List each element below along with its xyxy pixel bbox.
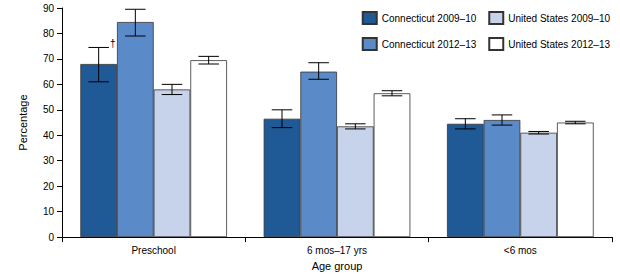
svg-text:Connecticut 2012–13: Connecticut 2012–13 — [382, 39, 477, 50]
svg-text:50: 50 — [43, 104, 55, 115]
svg-text:<6 mos: <6 mos — [504, 245, 537, 256]
svg-text:70: 70 — [43, 53, 55, 64]
svg-text:90: 90 — [43, 3, 55, 14]
svg-text:20: 20 — [43, 181, 55, 192]
svg-text:30: 30 — [43, 155, 55, 166]
svg-text:Preschool: Preschool — [131, 245, 175, 256]
svg-text:United States 2009–10: United States 2009–10 — [508, 13, 610, 24]
svg-text:80: 80 — [43, 28, 55, 39]
svg-text:6 mos–17 yrs: 6 mos–17 yrs — [307, 245, 367, 256]
svg-text:10: 10 — [43, 206, 55, 217]
svg-text:Percentage: Percentage — [17, 94, 29, 150]
svg-text:60: 60 — [43, 79, 55, 90]
svg-text:40: 40 — [43, 130, 55, 141]
svg-text:Connecticut 2009–10: Connecticut 2009–10 — [382, 13, 477, 24]
svg-text:0: 0 — [48, 232, 54, 243]
svg-text:†: † — [110, 38, 116, 49]
svg-text:Age group: Age group — [312, 260, 363, 272]
svg-text:United States 2012–13: United States 2012–13 — [508, 39, 610, 50]
